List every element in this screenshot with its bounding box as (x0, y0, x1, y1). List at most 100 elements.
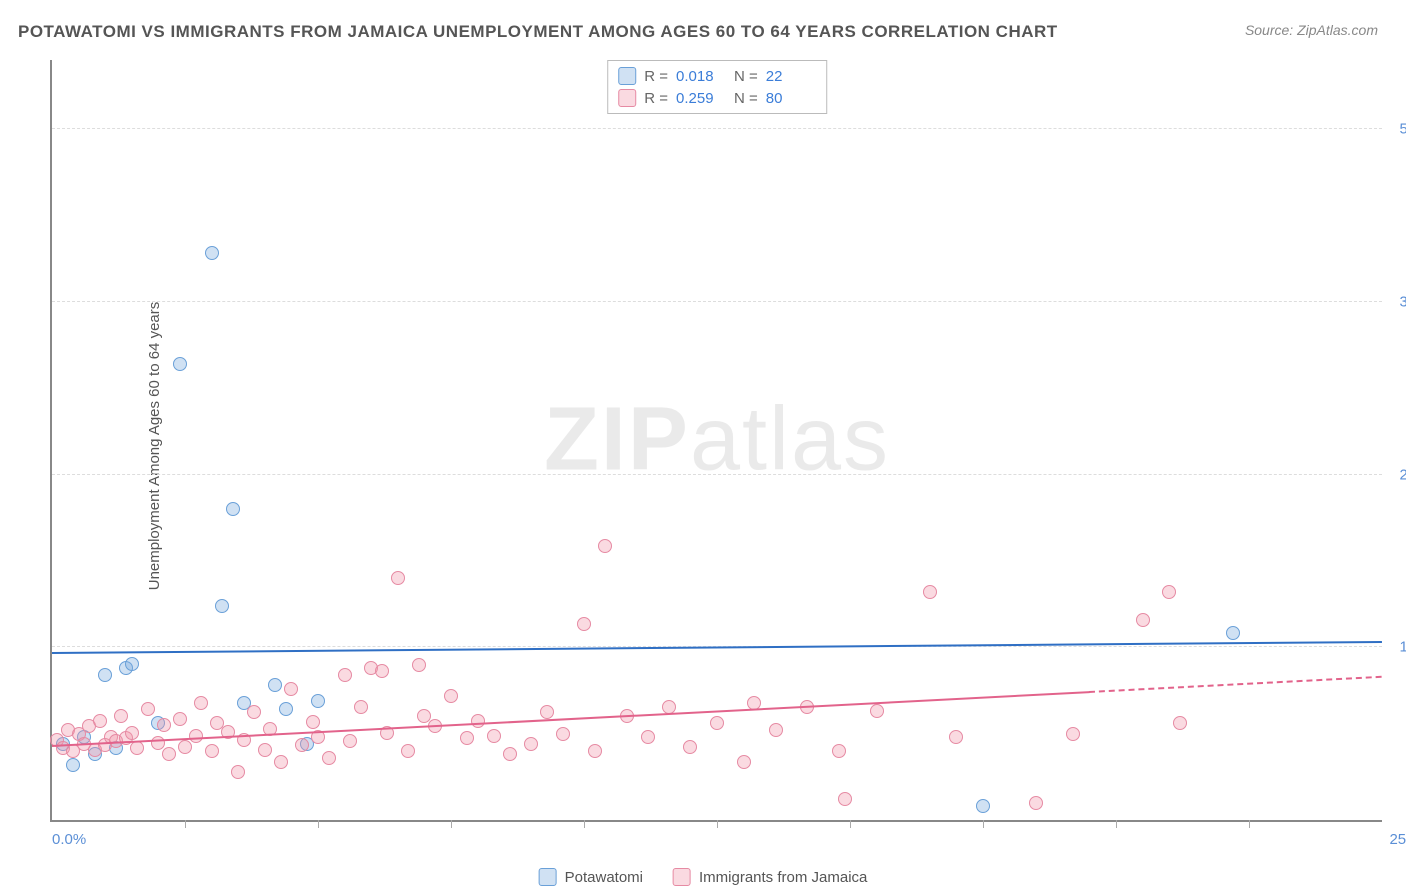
legend-row-series-1: R = 0.018 N = 22 (618, 65, 816, 87)
data-point (125, 726, 139, 740)
x-tick (318, 820, 319, 828)
n-value-2: 80 (766, 90, 816, 107)
legend-label-2: Immigrants from Jamaica (699, 869, 867, 886)
data-point (1173, 716, 1187, 730)
data-point (93, 714, 107, 728)
n-value-1: 22 (766, 68, 816, 85)
legend-item-2: Immigrants from Jamaica (673, 868, 867, 886)
data-point (284, 682, 298, 696)
data-point (769, 723, 783, 737)
data-point (322, 751, 336, 765)
data-point (540, 705, 554, 719)
trend-line (1089, 676, 1382, 693)
y-tick-label: 50.0% (1387, 121, 1406, 138)
n-label: N = (734, 68, 758, 85)
x-tick (717, 820, 718, 828)
data-point (391, 571, 405, 585)
source-attribution: Source: ZipAtlas.com (1245, 22, 1378, 38)
data-point (556, 727, 570, 741)
data-point (178, 740, 192, 754)
data-point (588, 744, 602, 758)
n-label: N = (734, 90, 758, 107)
data-point (838, 792, 852, 806)
y-tick-label: 37.5% (1387, 293, 1406, 310)
legend-item-1: Potawatomi (539, 868, 643, 886)
swatch-series-1 (618, 67, 636, 85)
data-point (460, 731, 474, 745)
data-point (524, 737, 538, 751)
r-value-2: 0.259 (676, 90, 726, 107)
legend-row-series-2: R = 0.259 N = 80 (618, 87, 816, 109)
scatter-plot-area: ZIPatlas R = 0.018 N = 22 R = 0.259 N = … (50, 60, 1382, 822)
data-point (215, 599, 229, 613)
data-point (401, 744, 415, 758)
data-point (151, 736, 165, 750)
data-point (258, 743, 272, 757)
x-tick (1116, 820, 1117, 828)
data-point (231, 765, 245, 779)
data-point (662, 700, 676, 714)
data-point (1029, 796, 1043, 810)
x-tick (850, 820, 851, 828)
data-point (173, 357, 187, 371)
watermark: ZIPatlas (544, 389, 890, 492)
legend-label-1: Potawatomi (565, 869, 643, 886)
data-point (354, 700, 368, 714)
swatch-series-2-icon (673, 868, 691, 886)
data-point (268, 678, 282, 692)
x-tick-label-0: 0.0% (52, 831, 86, 848)
y-tick-label: 12.5% (1387, 639, 1406, 656)
data-point (1226, 626, 1240, 640)
data-point (130, 741, 144, 755)
data-point (471, 714, 485, 728)
data-point (295, 738, 309, 752)
x-tick (1249, 820, 1250, 828)
x-tick (983, 820, 984, 828)
data-point (226, 502, 240, 516)
data-point (173, 712, 187, 726)
x-tick-label-25: 25.0% (1389, 831, 1406, 848)
data-point (141, 702, 155, 716)
data-point (503, 747, 517, 761)
data-point (157, 718, 171, 732)
data-point (949, 730, 963, 744)
data-point (194, 696, 208, 710)
data-point (306, 715, 320, 729)
data-point (205, 744, 219, 758)
data-point (1136, 613, 1150, 627)
gridline-h (52, 301, 1382, 302)
data-point (114, 709, 128, 723)
swatch-series-1-icon (539, 868, 557, 886)
x-tick (185, 820, 186, 828)
data-point (66, 758, 80, 772)
swatch-series-2 (618, 89, 636, 107)
data-point (162, 747, 176, 761)
chart-title: POTAWATOMI VS IMMIGRANTS FROM JAMAICA UN… (18, 22, 1058, 42)
data-point (205, 246, 219, 260)
data-point (923, 585, 937, 599)
data-point (641, 730, 655, 744)
y-tick-label: 25.0% (1387, 466, 1406, 483)
data-point (444, 689, 458, 703)
x-tick (451, 820, 452, 828)
data-point (870, 704, 884, 718)
series-legend: Potawatomi Immigrants from Jamaica (539, 868, 868, 886)
trend-line (52, 641, 1382, 654)
r-label: R = (644, 68, 668, 85)
gridline-h (52, 474, 1382, 475)
r-label: R = (644, 90, 668, 107)
data-point (1066, 727, 1080, 741)
data-point (1162, 585, 1176, 599)
data-point (247, 705, 261, 719)
data-point (683, 740, 697, 754)
data-point (338, 668, 352, 682)
correlation-legend: R = 0.018 N = 22 R = 0.259 N = 80 (607, 60, 827, 114)
data-point (976, 799, 990, 813)
data-point (832, 744, 846, 758)
data-point (487, 729, 501, 743)
data-point (125, 657, 139, 671)
data-point (737, 755, 751, 769)
data-point (279, 702, 293, 716)
x-tick (584, 820, 585, 828)
data-point (577, 617, 591, 631)
